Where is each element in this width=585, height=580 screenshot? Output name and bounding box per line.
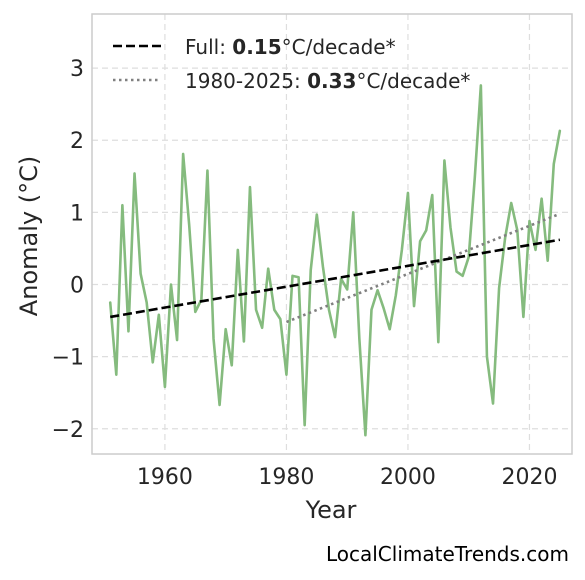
watermark: LocalClimateTrends.com bbox=[326, 542, 569, 566]
y-tick-label: −2 bbox=[52, 418, 84, 443]
recent-trend-line bbox=[285, 212, 561, 324]
x-tick-label: 2020 bbox=[501, 465, 557, 490]
x-tick-label: 1960 bbox=[137, 465, 193, 490]
x-tick-label: 1980 bbox=[258, 465, 314, 490]
legend-full-prefix: Full: bbox=[185, 35, 232, 59]
legend-full-suffix: °C/decade* bbox=[282, 35, 396, 59]
plot-frame bbox=[91, 13, 573, 455]
legend: Full: 0.15°C/decade* 1980-2025: 0.33°C/d… bbox=[113, 35, 470, 93]
plot-area bbox=[108, 84, 562, 437]
y-tick-label: 2 bbox=[70, 129, 84, 154]
y-tick-label: −1 bbox=[52, 346, 84, 371]
y-axis-title: Anomaly (°C) bbox=[15, 156, 43, 316]
y-tick-label: 1 bbox=[70, 201, 84, 226]
x-tick-label: 2000 bbox=[380, 465, 436, 490]
full-trend-line bbox=[110, 238, 561, 319]
tick-labels: 1960 1980 2000 2020 −2 −1 0 1 2 3 bbox=[52, 57, 558, 490]
x-axis-title: Year bbox=[305, 496, 357, 524]
legend-recent-value: 0.33 bbox=[307, 69, 356, 93]
anomaly-series-line bbox=[108, 84, 562, 437]
legend-full-label: Full: 0.15°C/decade* bbox=[185, 35, 396, 59]
legend-full-value: 0.15 bbox=[232, 35, 281, 59]
y-tick-label: 3 bbox=[70, 57, 84, 82]
y-tick-label: 0 bbox=[70, 273, 84, 298]
legend-recent-label: 1980-2025: 0.33°C/decade* bbox=[185, 69, 470, 93]
legend-recent-prefix: 1980-2025: bbox=[185, 69, 307, 93]
legend-recent-suffix: °C/decade* bbox=[356, 69, 470, 93]
